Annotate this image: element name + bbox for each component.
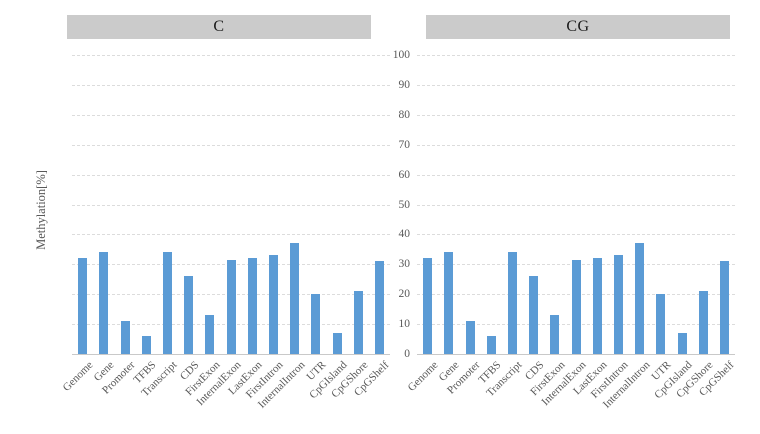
gridline: [72, 114, 390, 116]
panel-title-cg: CG: [566, 18, 590, 35]
bar-firstexon: [550, 315, 560, 354]
gridline: [417, 114, 735, 116]
y-tick-label: 30: [398, 258, 411, 271]
bar-cpgshore: [353, 291, 363, 354]
y-tick-label: 100: [392, 49, 410, 61]
bar-internalexon: [226, 259, 236, 354]
y-axis-title: Methylation[%]: [34, 170, 48, 250]
y-tick-label: 80: [398, 108, 411, 121]
bar-internalexon: [571, 259, 581, 354]
gridline: [72, 234, 390, 236]
bar-cpgshore: [698, 291, 708, 354]
y-tick-label: 0: [404, 348, 410, 360]
bar-utr: [311, 294, 321, 354]
gridline: [72, 84, 390, 86]
gridline: [417, 84, 735, 86]
bar-cpgshelf: [374, 261, 384, 354]
bar-gene: [99, 252, 109, 354]
bar-promoter: [465, 321, 475, 354]
y-tick-label: 20: [398, 288, 411, 301]
x-axis-line: [72, 354, 390, 355]
bar-transcript: [507, 252, 517, 354]
y-tick-label: 70: [398, 138, 411, 151]
bar-cpgisland: [332, 333, 342, 354]
bar-cds: [529, 276, 539, 354]
gridline: [72, 174, 390, 176]
bar-lastexon: [247, 258, 257, 354]
y-tick-label: 60: [398, 168, 411, 181]
gridline: [72, 55, 390, 56]
bar-cpgisland: [677, 333, 687, 354]
y-tick-label: 40: [398, 228, 411, 241]
bar-genome: [423, 258, 433, 354]
y-tick-label: 90: [398, 78, 411, 91]
bar-internalintron: [290, 243, 300, 354]
gridline: [417, 174, 735, 176]
panel-header-cg: CG: [426, 15, 730, 39]
gridline: [417, 204, 735, 206]
bar-firstintron: [613, 255, 623, 354]
y-tick-label: 10: [398, 318, 411, 331]
bar-lastexon: [592, 258, 602, 354]
bar-firstexon: [205, 315, 215, 354]
gridline: [417, 144, 735, 146]
bar-promoter: [120, 321, 130, 354]
panel-header-c: C: [67, 15, 371, 39]
bar-cpgshelf: [719, 261, 729, 354]
gridline: [72, 144, 390, 146]
bar-transcript: [162, 252, 172, 354]
bar-firstintron: [268, 255, 278, 354]
bar-utr: [656, 294, 666, 354]
gridline: [417, 234, 735, 236]
bar-gene: [444, 252, 454, 354]
gridline: [417, 55, 735, 56]
bar-cds: [184, 276, 194, 354]
gridline: [72, 204, 390, 206]
x-axis-line: [417, 354, 735, 355]
bar-tfbs: [486, 336, 496, 354]
bar-internalintron: [635, 243, 645, 354]
panel-title-c: C: [213, 18, 225, 35]
bar-genome: [78, 258, 88, 354]
y-tick-label: 50: [398, 198, 411, 211]
bar-tfbs: [141, 336, 151, 354]
